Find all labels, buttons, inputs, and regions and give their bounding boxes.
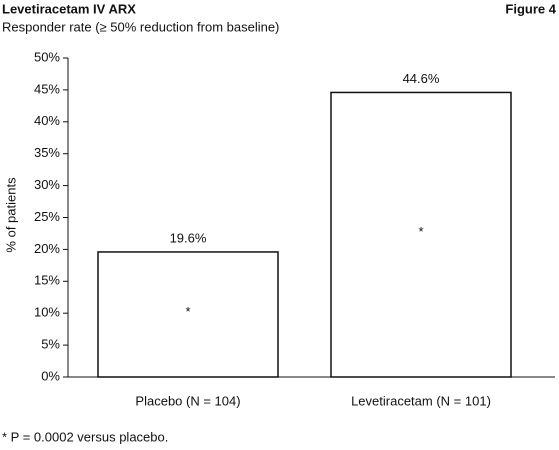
y-axis-label: % of patients bbox=[3, 177, 18, 253]
y-tick-label: 25% bbox=[34, 209, 60, 224]
y-tick-label: 20% bbox=[34, 241, 60, 256]
significance-mark: * bbox=[418, 224, 423, 239]
y-tick-label: 0% bbox=[41, 368, 60, 383]
y-tick-label: 10% bbox=[34, 305, 60, 320]
x-tick-label: Levetiracetam (N = 101) bbox=[351, 393, 491, 408]
chart-title: Levetiracetam IV ARX bbox=[2, 1, 136, 16]
y-tick-label: 15% bbox=[34, 273, 60, 288]
y-tick-label: 35% bbox=[34, 145, 60, 160]
y-tick-label: 45% bbox=[34, 81, 60, 96]
bar bbox=[330, 91, 512, 378]
x-tick-label: Placebo (N = 104) bbox=[135, 393, 240, 408]
y-tick-label: 5% bbox=[41, 337, 60, 352]
y-tick-label: 50% bbox=[34, 49, 60, 64]
y-tick-label: 40% bbox=[34, 113, 60, 128]
y-tick-label: 30% bbox=[34, 177, 60, 192]
significance-mark: * bbox=[185, 304, 190, 319]
figure-label: Figure 4 bbox=[505, 1, 556, 16]
footnote: * P = 0.0002 versus placebo. bbox=[2, 429, 168, 444]
value-label: 19.6% bbox=[170, 230, 207, 245]
value-label: 44.6% bbox=[403, 71, 440, 86]
chart-subtitle: Responder rate (≥ 50% reduction from bas… bbox=[2, 19, 279, 34]
bar bbox=[97, 251, 279, 378]
